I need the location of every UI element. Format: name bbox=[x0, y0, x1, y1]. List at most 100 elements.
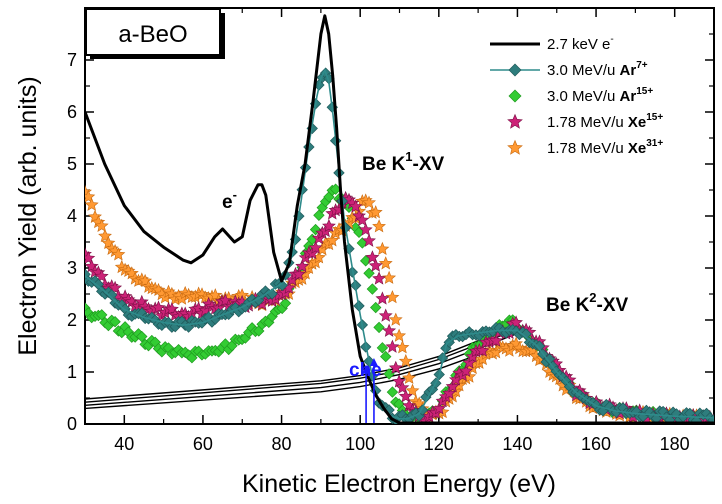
data-point bbox=[395, 340, 410, 354]
annotation-be-k1-xv: Be K1-XV bbox=[362, 149, 445, 175]
data-point bbox=[358, 222, 373, 236]
data-point bbox=[380, 350, 392, 363]
sample-label: a-BeO bbox=[118, 21, 187, 48]
data-point bbox=[378, 256, 393, 270]
data-point bbox=[109, 316, 121, 328]
y-tick-label-3: 3 bbox=[67, 258, 77, 278]
data-point bbox=[489, 333, 503, 347]
y-tick-label-5: 5 bbox=[67, 154, 77, 174]
legend-label-ion: Ar bbox=[620, 62, 637, 79]
legend-swatch bbox=[508, 89, 522, 103]
x-tick-label-40: 40 bbox=[114, 434, 134, 454]
y-tick-label-4: 4 bbox=[67, 206, 77, 226]
legend-label-text: 3.0 MeV/u bbox=[547, 62, 620, 79]
y-tick-label-1: 1 bbox=[67, 362, 77, 382]
y-tick-labels: 0 1 2 3 4 5 6 7 bbox=[67, 50, 77, 434]
che-marker-arrow-1 bbox=[362, 365, 371, 374]
legend-label-text: 1.78 MeV/u bbox=[547, 114, 628, 131]
che-markers bbox=[362, 357, 378, 423]
legend-label-text: 1.78 MeV/u bbox=[547, 140, 628, 157]
y-tick-label-7: 7 bbox=[67, 50, 77, 70]
data-point bbox=[308, 240, 323, 254]
y-tick-label-0: 0 bbox=[67, 414, 77, 434]
data-point bbox=[368, 205, 383, 219]
series-line-ar7 bbox=[85, 68, 714, 420]
legend-label-ion: Xe bbox=[628, 140, 646, 157]
x-tick-label-180: 180 bbox=[660, 434, 690, 454]
data-point bbox=[368, 258, 383, 272]
annotation-che: che bbox=[349, 360, 382, 381]
data-point bbox=[385, 339, 400, 353]
x-tick-label-160: 160 bbox=[581, 434, 611, 454]
legend-item-3: 3.0 MeV/u Ar15+ bbox=[508, 86, 653, 105]
x-tick-label-100: 100 bbox=[345, 434, 375, 454]
legend-label-charge: 31+ bbox=[646, 138, 663, 149]
annotation-be-k2-xv: Be K2-XV bbox=[546, 290, 629, 316]
data-point bbox=[386, 386, 399, 398]
data-point bbox=[375, 291, 390, 305]
data-point bbox=[136, 330, 148, 343]
data-point bbox=[363, 267, 375, 279]
data-point bbox=[398, 389, 413, 403]
data-point bbox=[85, 197, 99, 211]
data-point bbox=[442, 386, 457, 400]
che-marker-arrow-2 bbox=[369, 357, 378, 366]
series-line-electron bbox=[85, 14, 714, 424]
legend-label-2: 3.0 MeV/u Ar7+ bbox=[547, 60, 648, 79]
legend-item-4: 1.78 MeV/u Xe15+ bbox=[507, 112, 663, 131]
data-point bbox=[370, 301, 382, 314]
data-point bbox=[362, 233, 376, 247]
legend-label-charge: 15+ bbox=[646, 112, 663, 123]
x-tick-label-80: 80 bbox=[272, 434, 292, 454]
sample-label-shadow-bottom bbox=[90, 55, 225, 59]
data-point bbox=[392, 328, 407, 342]
legend-label-ion: Xe bbox=[628, 114, 646, 131]
data-point bbox=[459, 363, 473, 378]
y-tick-label-2: 2 bbox=[67, 310, 77, 330]
legend-label-5: 1.78 MeV/u Xe31+ bbox=[547, 138, 663, 157]
x-tick-label-60: 60 bbox=[193, 434, 213, 454]
legend-item-5: 1.78 MeV/u Xe31+ bbox=[507, 138, 663, 157]
data-point bbox=[366, 283, 379, 295]
data-point bbox=[362, 195, 376, 209]
data-point bbox=[85, 251, 96, 265]
data-point bbox=[402, 370, 417, 384]
legend-swatch bbox=[508, 63, 522, 77]
legend-label-charge: 15+ bbox=[636, 86, 653, 97]
legend-label-text: 2.7 keV e bbox=[547, 36, 610, 53]
data-point bbox=[111, 247, 126, 261]
legend-item-2: 3.0 MeV/u Ar7+ bbox=[490, 60, 648, 79]
data-point bbox=[405, 383, 420, 397]
legend: 2.7 keV e-3.0 MeV/u Ar7+3.0 MeV/u Ar15+1… bbox=[490, 34, 663, 157]
data-point bbox=[355, 212, 370, 227]
legend-label-ion: Ar bbox=[620, 88, 637, 105]
legend-label-text: 3.0 MeV/u bbox=[547, 88, 620, 105]
series-1 bbox=[85, 14, 714, 424]
data-point bbox=[375, 241, 390, 256]
data-point bbox=[85, 189, 96, 203]
data-point bbox=[432, 401, 447, 415]
data-point bbox=[322, 218, 336, 233]
series-group bbox=[85, 14, 714, 424]
data-point bbox=[279, 297, 292, 309]
x-tick-labels: 40 60 80 100 120 140 160 180 bbox=[114, 434, 689, 454]
data-point bbox=[295, 259, 310, 273]
data-point bbox=[372, 271, 386, 285]
legend-label-charge: - bbox=[610, 34, 613, 45]
sample-label-shadow bbox=[220, 13, 225, 59]
data-point bbox=[313, 209, 325, 221]
annotation-electron: e- bbox=[222, 187, 237, 213]
legend-swatch bbox=[507, 113, 523, 129]
sample-label-box bbox=[85, 8, 221, 56]
y-axis-title: Electron Yield (arb. units) bbox=[14, 76, 42, 355]
data-point bbox=[382, 323, 397, 337]
data-point bbox=[106, 289, 118, 301]
data-point bbox=[398, 354, 413, 368]
x-tick-label-120: 120 bbox=[424, 434, 454, 454]
data-point bbox=[445, 379, 460, 393]
data-point bbox=[291, 267, 306, 281]
legend-label-4: 1.78 MeV/u Xe15+ bbox=[547, 112, 663, 131]
data-point bbox=[376, 342, 389, 354]
legend-item-1: 2.7 keV e- bbox=[490, 34, 614, 53]
